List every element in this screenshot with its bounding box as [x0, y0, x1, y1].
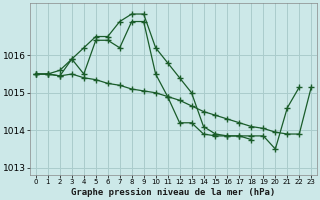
- X-axis label: Graphe pression niveau de la mer (hPa): Graphe pression niveau de la mer (hPa): [71, 188, 276, 197]
